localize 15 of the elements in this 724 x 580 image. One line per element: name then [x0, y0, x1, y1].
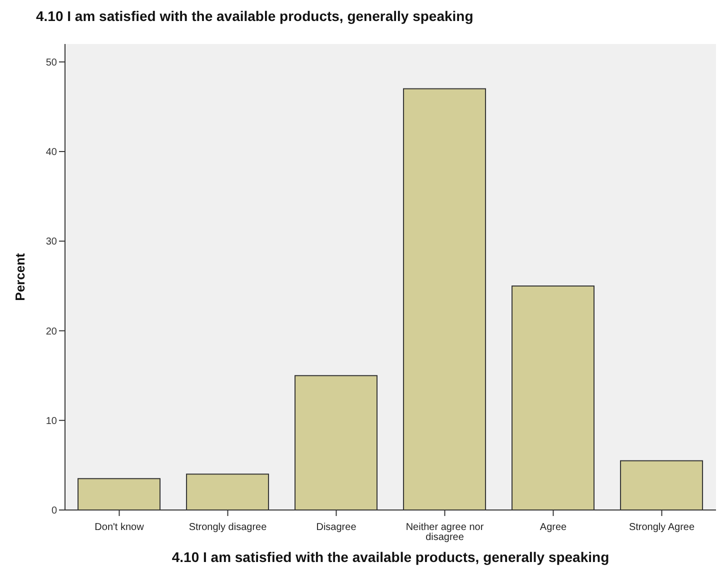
- x-tick-label: Disagree: [316, 522, 357, 533]
- y-tick-label: 0: [51, 506, 58, 517]
- chart-title: 4.10 I am satisfied with the available products, generally speaking: [36, 8, 474, 26]
- y-tick-label: 20: [46, 326, 58, 338]
- y-tick-label: 40: [46, 147, 58, 158]
- x-tick-label: Don't know: [94, 522, 145, 533]
- x-tick-label: Neither agree nor disagree: [406, 522, 484, 543]
- y-axis-title: Percent: [12, 252, 28, 301]
- y-tick-label: 10: [46, 416, 58, 427]
- x-tick-label: Strongly Agree: [628, 522, 695, 533]
- y-tick-label: 50: [46, 57, 58, 68]
- y-tick-label: 30: [46, 236, 58, 248]
- x-axis-title: 4.10 I am satisfied with the available products, generally speaking: [172, 549, 610, 565]
- x-tick-label: Agree: [540, 522, 568, 533]
- x-tick-label: Strongly disagree: [188, 522, 268, 533]
